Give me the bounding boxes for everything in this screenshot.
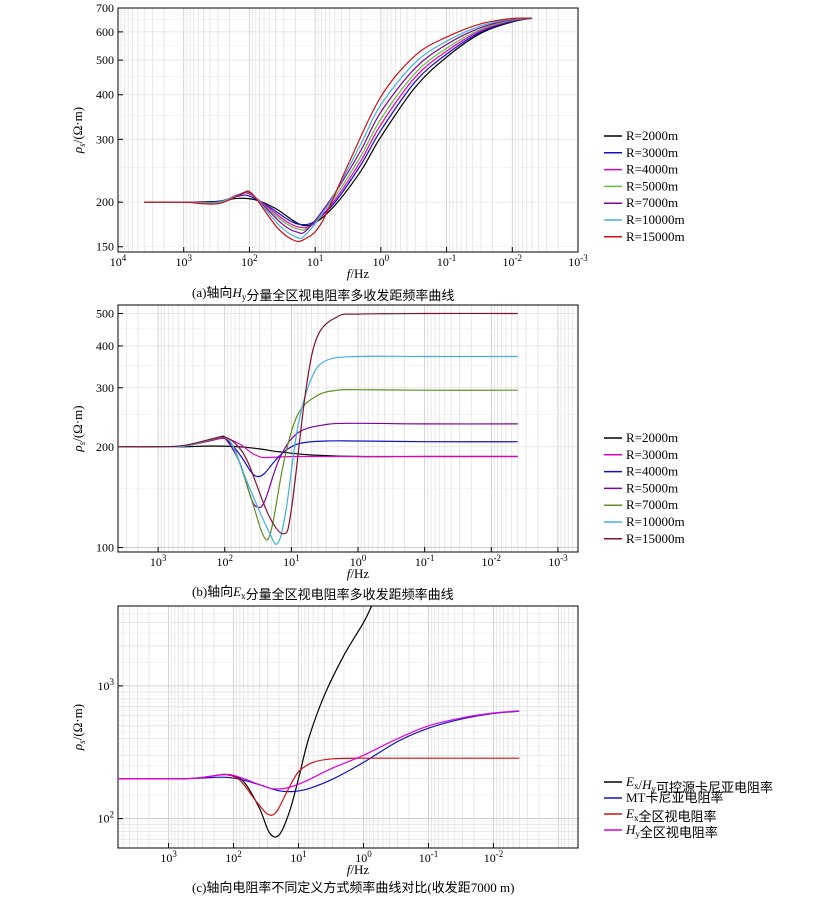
chart-panel-c: 103 102 101 100 10-1 10-2 102 103 f/Hz ρs/(Ω·m) (c… <box>70 605 773 895</box>
y-tick-label: 300 <box>96 132 114 146</box>
series-line-1 <box>118 606 373 838</box>
x-tick-label: 101 <box>290 849 307 865</box>
x-tick-label: 100 <box>373 253 390 269</box>
y-tick-label: 150 <box>96 240 114 254</box>
series-group <box>144 17 533 243</box>
chart-panel-b: 103 102 101 100 10-1 10-2 10-3 100 200 300 400 500 f… <box>70 304 685 602</box>
grid <box>117 605 579 849</box>
panel-caption: (c)轴向电阻率不同定义方式频率曲线对比(收发距7000 m) <box>192 880 514 895</box>
legend-entry: R=5000m <box>626 480 678 495</box>
x-tick-label: 10-2 <box>484 849 504 865</box>
grid <box>117 7 579 252</box>
y-tick-label: 200 <box>96 440 114 454</box>
series-line-2 <box>144 17 533 226</box>
x-tick-label: 100 <box>355 849 372 865</box>
legend-entry: R=15000m <box>626 229 685 244</box>
x-tick-label: 10-2 <box>503 253 523 269</box>
y-tick-label: 500 <box>96 306 114 320</box>
x-tick-label: 10-2 <box>482 553 502 569</box>
legend-entry: R=2000m <box>626 128 678 143</box>
series-line-7 <box>144 17 533 243</box>
y-tick-label: 400 <box>96 88 114 102</box>
panel-caption: (b)轴向Ex分量全区视电阻率多收发距频率曲线 <box>192 584 454 602</box>
plot-frame <box>117 7 579 253</box>
legend-entry: MT卡尼亚电阻率 <box>626 790 724 805</box>
chart-panel-a: 104 103 102 101 100 10-1 10-2 10-3 150 200 300 400 5… <box>70 1 685 303</box>
y-axis-label: ρs/(Ω·m) <box>70 405 87 452</box>
x-tick-label: 101 <box>283 553 300 569</box>
x-tick-label: 103 <box>175 253 192 269</box>
legend-entry: R=2000m <box>626 430 678 445</box>
legend-entry: Ex全区视电阻率 <box>625 806 716 824</box>
legend-entry: R=4000m <box>626 464 678 479</box>
legend-entry: R=3000m <box>626 447 678 462</box>
legend-entry: Hy全区视电阻率 <box>625 822 718 840</box>
legend-entry: Ex/Hy可控源卡尼亚电阻率 <box>625 774 773 795</box>
series-line-7 <box>118 312 518 535</box>
x-tick-label: 104 <box>110 253 127 269</box>
y-axis-label: ρs/(Ω·m) <box>70 107 87 154</box>
plot-frame <box>117 605 579 849</box>
grid <box>117 305 579 552</box>
x-tick-label: 10-3 <box>548 553 568 569</box>
x-tick-label: 101 <box>307 253 324 269</box>
y-tick-label: 400 <box>96 339 114 353</box>
legend-entry: R=15000m <box>626 531 685 546</box>
plot-frame <box>117 304 579 553</box>
x-tick-label: 10-1 <box>419 849 439 865</box>
legend-entry: R=7000m <box>626 497 678 512</box>
series-group <box>118 606 520 838</box>
legend-entry: R=10000m <box>626 514 685 529</box>
y-tick-label: 102 <box>98 810 115 826</box>
x-tick-label: 102 <box>225 849 242 865</box>
series-line-4 <box>118 710 520 790</box>
x-tick-label: 100 <box>350 553 367 569</box>
y-tick-label: 100 <box>96 541 114 555</box>
y-axis-label: ρs/(Ω·m) <box>70 704 87 751</box>
panel-caption: (a)轴向Hy分量全区视电阻率多收发距频率曲线 <box>192 285 454 303</box>
legend-entry: R=5000m <box>626 178 678 193</box>
legend-entry: R=3000m <box>626 145 678 160</box>
x-tick-label: 10-1 <box>437 253 457 269</box>
series-line-3 <box>144 17 533 229</box>
x-axis-label: f/Hz <box>347 566 370 581</box>
x-tick-label: 10-1 <box>415 553 435 569</box>
x-tick-label: 103 <box>160 849 177 865</box>
x-tick-label: 10-3 <box>568 253 588 269</box>
x-axis-label: f/Hz <box>347 266 370 281</box>
legend-entry: R=7000m <box>626 195 678 210</box>
x-tick-label: 103 <box>150 553 167 569</box>
series-line-6 <box>144 17 533 240</box>
series-line-3 <box>118 757 520 816</box>
x-tick-label: 102 <box>241 253 258 269</box>
series-line-2 <box>118 710 520 793</box>
y-tick-label: 200 <box>96 195 114 209</box>
legend-entry: R=4000m <box>626 162 678 177</box>
y-tick-label: 700 <box>96 1 114 15</box>
y-tick-label: 103 <box>98 677 115 693</box>
series-group <box>118 312 518 545</box>
legend-entry: R=10000m <box>626 212 685 227</box>
x-axis-label: f/Hz <box>347 862 370 877</box>
x-tick-label: 102 <box>217 553 234 569</box>
y-tick-label: 600 <box>96 25 114 39</box>
y-tick-label: 500 <box>96 53 114 67</box>
y-tick-label: 300 <box>96 381 114 395</box>
